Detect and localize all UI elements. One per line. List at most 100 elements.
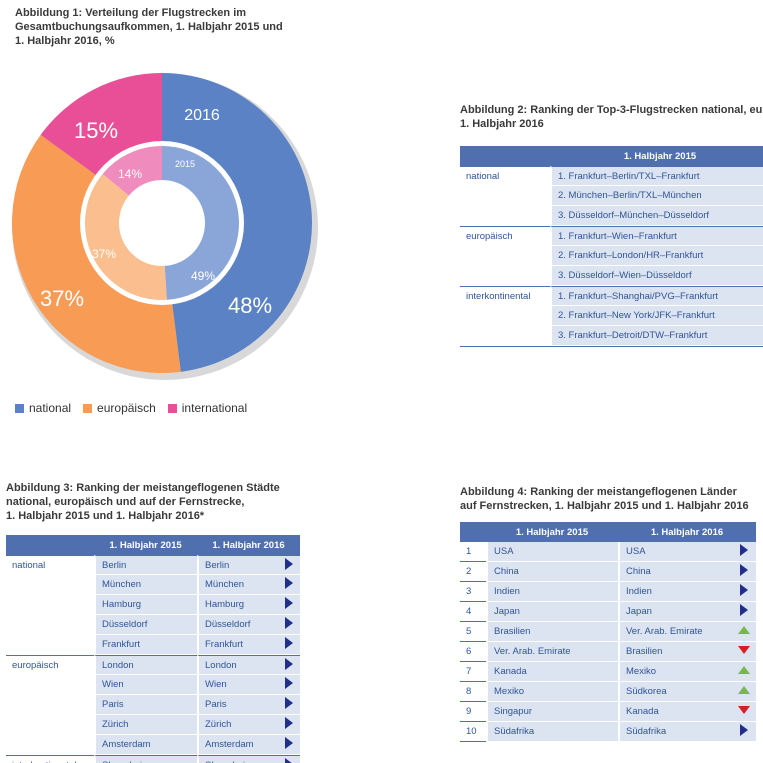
table-row: 2 China China: [460, 562, 756, 582]
table-row: 3 Indien Indien: [460, 582, 756, 602]
outer-slice-national: [162, 73, 313, 372]
fig2-route: 2. Frankfurt–London/HR–Frankfurt: [550, 246, 763, 266]
fig4-country-2015: Indien: [486, 582, 618, 602]
fig3-table: 1. Halbjahr 2015 1. Halbjahr 2016 nation…: [6, 535, 300, 763]
fig4-country-2016: Mexiko: [618, 662, 732, 682]
slice-labels: 48% 37% 15% 49% 37% 14% 2016 2015: [40, 107, 272, 318]
fig2-route: 3. Düsseldorf–Wien–Düsseldorf: [550, 266, 763, 286]
fig3-trend: [278, 635, 300, 655]
fig3-city-2016: Paris: [197, 695, 278, 715]
table-row: 2. Frankfurt–London/HR–Frankfurt: [460, 246, 763, 266]
fig4-country-2016: Indien: [618, 582, 732, 602]
inner-label-national: 49%: [191, 269, 215, 283]
fig3-city-2016: London: [197, 655, 278, 675]
fig3-city-2015: Berlin: [94, 555, 197, 575]
table-row: 5 Brasilien Ver. Arab. Emirate: [460, 622, 756, 642]
fig3-city-2016: Düsseldorf: [197, 615, 278, 635]
fig3-city-2015: Shanghai: [94, 755, 197, 763]
table-row: Amsterdam Amsterdam: [6, 735, 300, 755]
fig4-country-2016: Japan: [618, 602, 732, 622]
fig3-trend: [278, 735, 300, 755]
table-row: europäisch London London: [6, 655, 300, 675]
outer-slice-europäisch: [11, 134, 181, 373]
fig2-bottom-rule: [460, 346, 763, 347]
trend-same-icon: [285, 597, 293, 609]
fig4-country-2015: Japan: [486, 602, 618, 622]
fig3-trend: [278, 695, 300, 715]
table-row: 9 Singapur Kanada: [460, 702, 756, 722]
fig3-city-2015: Zürich: [94, 715, 197, 735]
table-row: Düsseldorf Düsseldorf: [6, 615, 300, 635]
fig4-country-2016: Ver. Arab. Emirate: [618, 622, 732, 642]
trend-same-icon: [740, 564, 748, 576]
fig3-city-2016: München: [197, 575, 278, 595]
fig4-country-2015: USA: [486, 542, 618, 562]
fig4-rank: 7: [460, 662, 486, 682]
legend-swatch-national: [15, 403, 24, 413]
fig3-trend: [278, 595, 300, 615]
inner-year-label: 2015: [175, 159, 195, 169]
fig4-rank: 1: [460, 542, 486, 562]
fig2-category: interkontinental: [460, 286, 550, 346]
fig3-city-2016: Frankfurt: [197, 635, 278, 655]
table-row: Wien Wien: [6, 675, 300, 695]
table-row: interkontinentalShanghaiShanghai: [6, 755, 300, 763]
fig4-header-2016: 1. Halbjahr 2016: [618, 522, 756, 542]
table-row: 2. Frankfurt–New York/JFK–Frankfurt: [460, 306, 763, 326]
fig4-title: Abbildung 4: Ranking der meistangeflogen…: [460, 486, 749, 512]
table-row: europäisch 1. Frankfurt–Wien–Frankfurt: [460, 226, 763, 246]
fig4-country-2016: Brasilien: [618, 642, 732, 662]
fig4-country-2016: Kanada: [618, 702, 732, 722]
fig4-trend: [732, 682, 756, 702]
fig3-city-2015: Düsseldorf: [94, 615, 197, 635]
trend-same-icon: [285, 677, 293, 689]
fig3-city-2016: Amsterdam: [197, 735, 278, 755]
trend-same-icon: [285, 737, 293, 749]
fig3-trend: [278, 575, 300, 595]
fig4-trend: [732, 722, 756, 742]
fig4-header-2015: 1. Halbjahr 2015: [486, 522, 618, 542]
inner-slice-europäisch: [85, 173, 167, 300]
fig3-header-2016: 1. Halbjahr 2016: [197, 535, 300, 555]
table-row: 2. München–Berlin/TXL–München: [460, 186, 763, 206]
outer-label-national: 48%: [228, 293, 272, 318]
fig3-trend: [278, 615, 300, 635]
trend-same-icon: [285, 637, 293, 649]
fig3-trend: [278, 675, 300, 695]
fig4-country-2015: Südafrika: [486, 722, 618, 742]
fig3-title: Abbildung 3: Ranking der meistangeflogen…: [6, 482, 280, 522]
fig3-trend: [278, 755, 300, 763]
fig1-legend: national europäisch international: [15, 401, 247, 415]
fig3-city-2016: Berlin: [197, 555, 278, 575]
fig4-header-rank: [460, 522, 486, 542]
table-row: Hamburg Hamburg: [6, 595, 300, 615]
table-row: Zürich Zürich: [6, 715, 300, 735]
table-row: München München: [6, 575, 300, 595]
fig2-route: 1. Frankfurt–Shanghai/PVG–Frankfurt: [550, 286, 763, 306]
fig4-country-2016: Südkorea: [618, 682, 732, 702]
fig4-trend: [732, 702, 756, 722]
fig2-route: 2. München–Berlin/TXL–München: [550, 186, 763, 206]
trend-up-icon: [738, 666, 750, 674]
fig4-rank: 3: [460, 582, 486, 602]
fig2-header-2015: 1. Halbjahr 2015: [550, 146, 763, 166]
trend-same-icon: [285, 617, 293, 629]
fig4-country-2015: China: [486, 562, 618, 582]
fig3-city-2016: Hamburg: [197, 595, 278, 615]
fig2-category: europäisch: [460, 226, 550, 286]
fig4-table: 1. Halbjahr 2015 1. Halbjahr 2016 1 USA US…: [460, 522, 756, 742]
fig3-category: interkontinental: [6, 755, 94, 763]
outer-label-europäisch: 37%: [40, 286, 84, 311]
legend-label-international: international: [181, 401, 248, 415]
legend-item-european: europäisch: [83, 401, 156, 415]
fig4-rank: 6: [460, 642, 486, 662]
fig1-title: Abbildung 1: Verteilung der Flugstrecken…: [15, 7, 283, 47]
trend-same-icon: [285, 697, 293, 709]
table-row: 4 Japan Japan: [460, 602, 756, 622]
fig4-rank: 9: [460, 702, 486, 722]
inner-label-europäisch: 37%: [92, 247, 116, 261]
outer-year-label: 2016: [184, 107, 220, 124]
fig3-city-2016: Wien: [197, 675, 278, 695]
fig2-route: 1. Frankfurt–Berlin/TXL–Frankfurt: [550, 166, 763, 186]
fig2-category: national: [460, 166, 550, 226]
